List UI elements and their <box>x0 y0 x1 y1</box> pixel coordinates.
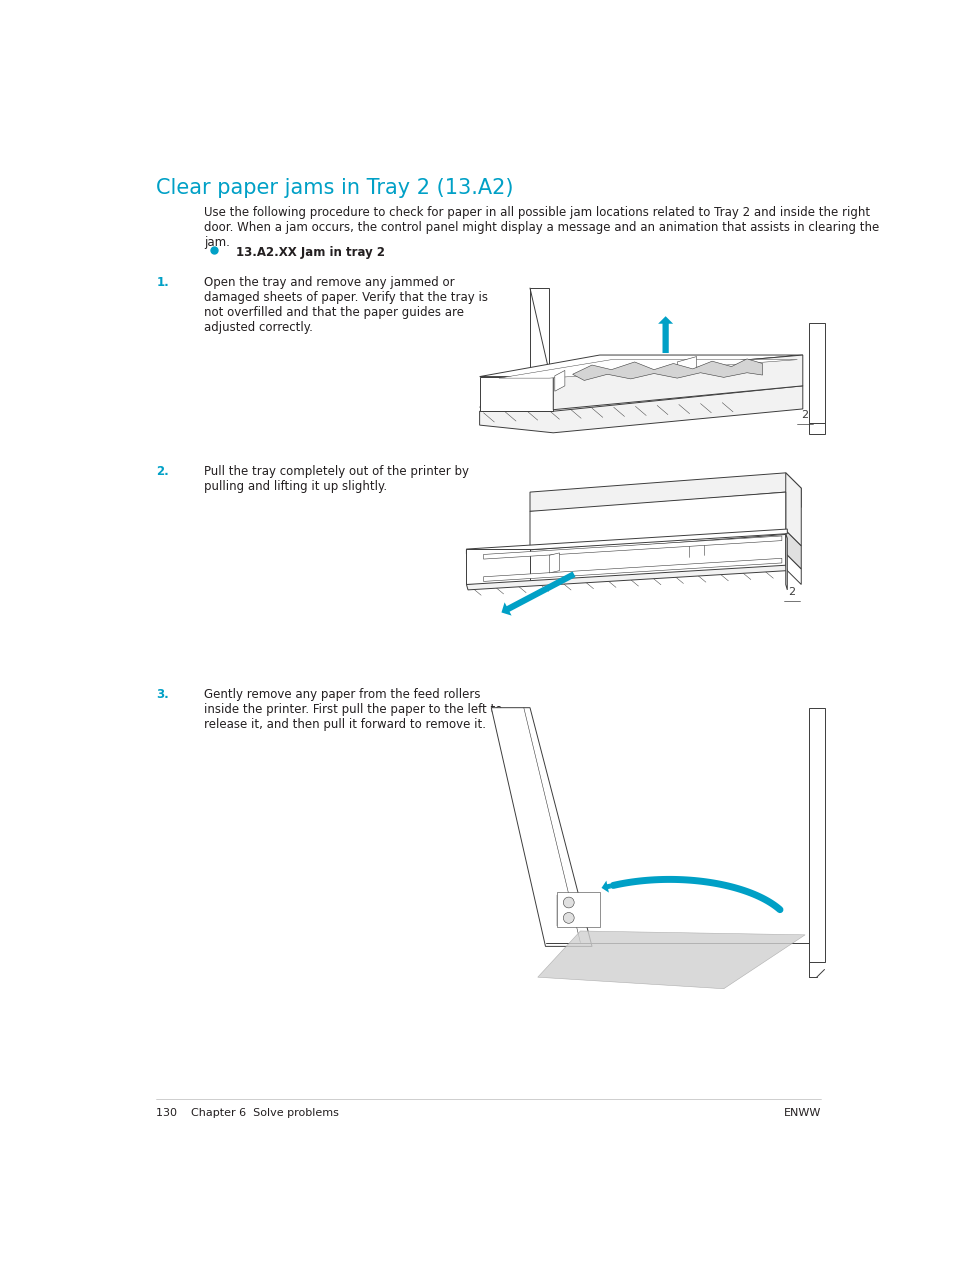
Polygon shape <box>785 534 786 590</box>
Polygon shape <box>483 536 781 559</box>
Polygon shape <box>785 554 801 585</box>
Polygon shape <box>537 930 804 989</box>
Text: 13.A2.XX Jam in tray 2: 13.A2.XX Jam in tray 2 <box>235 245 384 259</box>
Polygon shape <box>466 529 786 554</box>
Text: 1.: 1. <box>156 277 169 290</box>
Text: Gently remove any paper from the feed rollers
inside the printer. First pull the: Gently remove any paper from the feed ro… <box>204 689 502 731</box>
Polygon shape <box>549 553 558 573</box>
Polygon shape <box>491 708 592 947</box>
Polygon shape <box>498 360 797 379</box>
Text: Clear paper jams in Tray 2 (13.A2): Clear paper jams in Tray 2 (13.A2) <box>156 178 514 198</box>
Polygon shape <box>530 473 801 511</box>
Polygon shape <box>466 549 530 585</box>
Polygon shape <box>553 355 802 409</box>
Polygon shape <box>785 473 801 547</box>
Polygon shape <box>530 289 549 391</box>
Polygon shape <box>808 708 823 962</box>
Polygon shape <box>530 492 785 550</box>
Text: 130    Chapter 6  Solve problems: 130 Chapter 6 Solve problems <box>156 1108 339 1118</box>
Polygon shape <box>557 892 599 927</box>
Polygon shape <box>466 530 785 554</box>
Polygon shape <box>483 558 781 581</box>
Polygon shape <box>479 355 802 376</box>
Text: 2: 2 <box>787 587 795 597</box>
Polygon shape <box>785 530 801 569</box>
Text: 2: 2 <box>801 411 808 421</box>
Polygon shape <box>555 370 564 391</box>
Polygon shape <box>479 386 802 433</box>
Circle shape <box>562 897 574 907</box>
Text: Use the following procedure to check for paper in all possible jam locations rel: Use the following procedure to check for… <box>204 206 879 249</box>
Text: 2.: 2. <box>156 465 169 478</box>
Polygon shape <box>677 357 696 372</box>
Text: ENWW: ENWW <box>783 1108 821 1118</box>
Text: 3.: 3. <box>156 689 169 702</box>
Text: Open the tray and remove any jammed or
damaged sheets of paper. Verify that the : Open the tray and remove any jammed or d… <box>204 277 488 334</box>
Text: Pull the tray completely out of the printer by
pulling and lifting it up slightl: Pull the tray completely out of the prin… <box>204 465 469 493</box>
Polygon shape <box>572 358 761 380</box>
Polygon shape <box>808 323 823 423</box>
Polygon shape <box>808 423 823 435</box>
Polygon shape <box>479 376 553 412</box>
Circle shape <box>562 913 574 923</box>
Polygon shape <box>466 566 786 590</box>
Polygon shape <box>530 492 549 522</box>
